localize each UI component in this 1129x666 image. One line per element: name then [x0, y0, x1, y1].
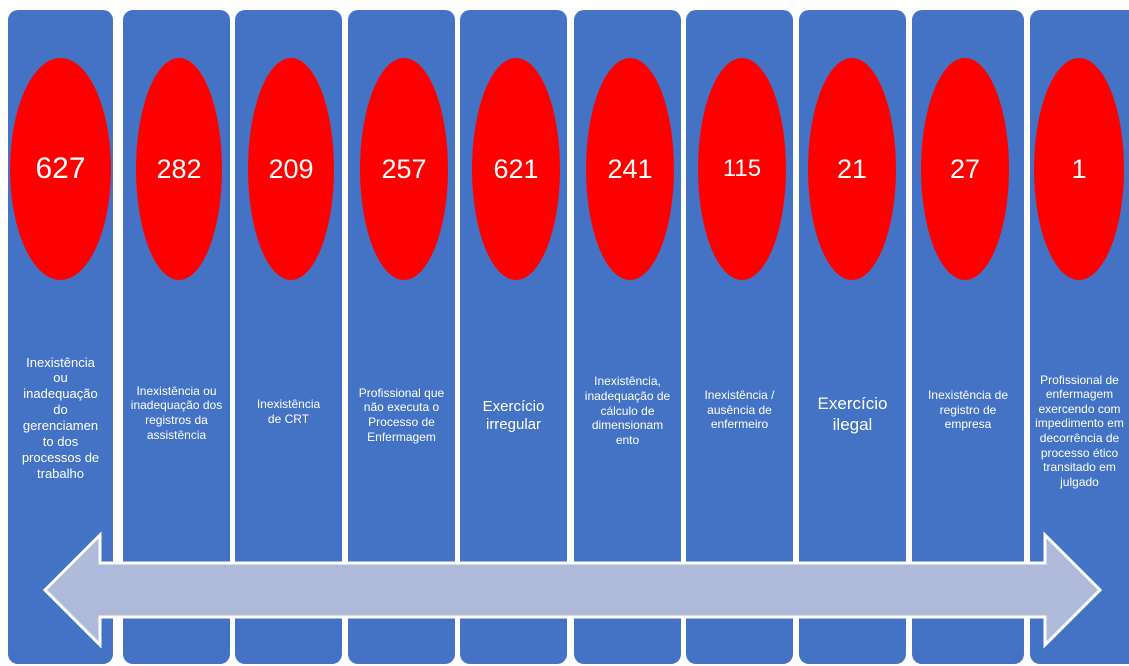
count-ellipse-9: 27 [921, 58, 1009, 280]
count-value: 257 [381, 153, 427, 184]
category-label: Exercício irregular [482, 397, 545, 433]
category-label: Inexistência ou inadequação do gerenciam… [21, 354, 100, 481]
category-label: Profissional que não executa o Processo … [358, 385, 445, 444]
count-value: 627 [35, 152, 86, 185]
count-value: 621 [493, 153, 539, 184]
column-8: 21 Exercício ilegal [799, 10, 906, 664]
category-label: Inexistência, inadequação de cálculo de … [584, 374, 671, 447]
column-4: 257 Profissional que não executa o Proce… [348, 10, 455, 664]
count-value: 27 [949, 153, 981, 184]
count-ellipse-8: 21 [808, 58, 896, 280]
category-label: Profissional de enfermagem exercendo com… [1035, 372, 1124, 489]
count-value: 1 [1071, 153, 1087, 184]
column-9: 27 Inexistência de registro de empresa [912, 10, 1024, 664]
count-ellipse-1: 627 [10, 58, 111, 280]
category-label: Inexistência / ausência de enfermeiro [704, 388, 775, 432]
count-ellipse-3: 209 [248, 58, 334, 280]
count-value: 282 [156, 153, 202, 184]
column-2: 282 Inexistência ou inadequação dos regi… [123, 10, 230, 664]
category-label: Inexistência de CRT [256, 397, 321, 426]
column-6: 241 Inexistência, inadequação de cálculo… [574, 10, 681, 664]
count-ellipse-4: 257 [360, 58, 448, 280]
count-ellipse-7: 115 [698, 58, 786, 280]
column-5: 621 Exercício irregular [460, 10, 567, 664]
category-label: Inexistência ou inadequação dos registro… [130, 383, 223, 442]
column-1: 627 Inexistência ou inadequação do geren… [8, 10, 113, 664]
category-label: Exercício ilegal [817, 394, 888, 434]
count-value: 21 [836, 153, 868, 184]
count-value: 209 [268, 153, 314, 184]
count-ellipse-5: 621 [472, 58, 560, 280]
column-7: 115 Inexistência / ausência de enfermeir… [686, 10, 793, 664]
count-ellipse-6: 241 [586, 58, 674, 280]
count-value: 241 [607, 153, 653, 184]
count-ellipse-10: 1 [1034, 58, 1124, 280]
column-3: 209 Inexistência de CRT [235, 10, 342, 664]
double-arrow-shape [42, 531, 1103, 649]
category-label: Inexistência de registro de empresa [927, 388, 1009, 432]
count-ellipse-2: 282 [136, 58, 222, 280]
count-value: 115 [722, 155, 762, 182]
